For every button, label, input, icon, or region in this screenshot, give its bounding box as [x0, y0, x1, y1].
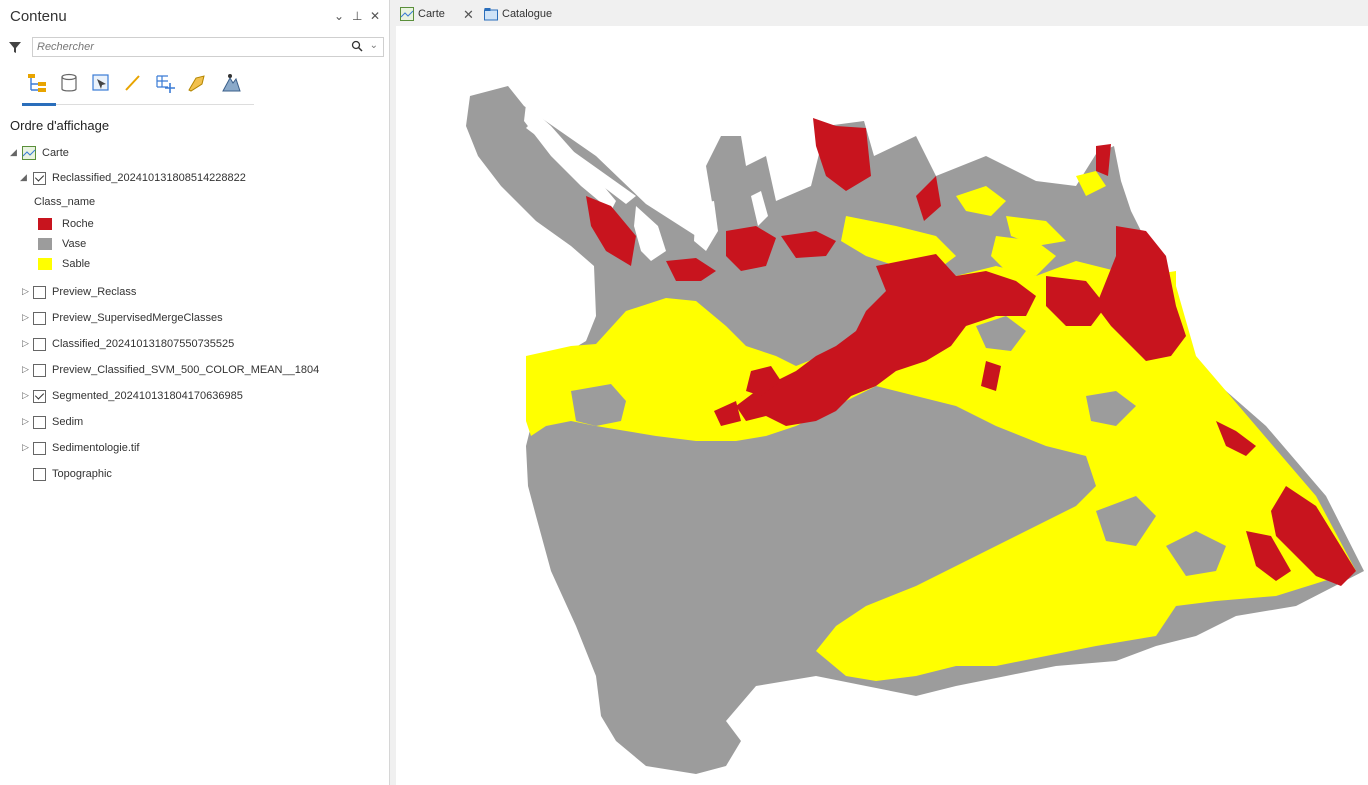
- layer-visibility-checkbox[interactable]: [33, 172, 46, 185]
- close-pane-icon[interactable]: ✕: [370, 9, 381, 23]
- layer-visibility-checkbox[interactable]: [33, 338, 46, 351]
- search-input[interactable]: [37, 39, 327, 55]
- search-row: ⌄: [8, 37, 386, 59]
- pane-title: Contenu: [10, 8, 67, 25]
- catalog-icon: [484, 7, 498, 21]
- expand-arrow-icon[interactable]: ▷: [22, 416, 29, 426]
- expand-arrow-icon[interactable]: ▷: [22, 364, 29, 374]
- editing-icon[interactable]: [122, 72, 144, 94]
- legend-class-roche[interactable]: Roche: [0, 215, 390, 235]
- layer-name: Classified_20241013180755073552​5: [52, 338, 235, 350]
- labeling-icon[interactable]: [186, 72, 208, 94]
- roche-areas: [586, 118, 1356, 586]
- view-tabs: Carte ✕ Catalogue: [396, 6, 1368, 24]
- tab-catalogue[interactable]: Catalogue: [484, 6, 574, 24]
- contents-pane: Contenu ⌄ ⊥ ✕ ⌄: [0, 0, 390, 785]
- map-view[interactable]: [396, 26, 1368, 785]
- legend-class-sable[interactable]: Sable: [0, 255, 390, 275]
- legend-field-name: Class_name: [0, 193, 390, 213]
- roche-swatch[interactable]: [38, 218, 52, 230]
- classified-raster-map[interactable]: [396, 26, 1368, 785]
- background-holes: [524, 104, 768, 261]
- expand-arrow-icon[interactable]: ▷: [22, 338, 29, 348]
- layer-row[interactable]: ▷ Preview_Classified_SVM_500_COLOR_MEAN_…: [0, 361, 390, 381]
- layer-row[interactable]: ▷ Segmented_20241013180417063698​5: [0, 387, 390, 407]
- search-icon[interactable]: [351, 40, 363, 55]
- layer-name: Segmented_20241013180417063698​5: [52, 390, 243, 402]
- layer-name: Preview_SupervisedMergeClasses: [52, 312, 223, 324]
- tab-label: Catalogue: [502, 8, 553, 20]
- layer-visibility-checkbox[interactable]: [33, 442, 46, 455]
- map-icon: [22, 146, 36, 160]
- search-options-chevron-icon[interactable]: ⌄: [369, 40, 378, 51]
- layer-visibility-checkbox[interactable]: [33, 390, 46, 403]
- vase-inlays: [571, 316, 1226, 576]
- layer-visibility-checkbox[interactable]: [33, 364, 46, 377]
- pane-header: Contenu ⌄ ⊥ ✕: [0, 0, 390, 36]
- contents-toolbar: [22, 68, 254, 106]
- data-source-icon[interactable]: [58, 72, 80, 94]
- layer-name: Sedim: [52, 416, 84, 428]
- close-tab-icon[interactable]: ✕: [463, 7, 474, 22]
- layer-row[interactable]: ▷ Preview_Reclass: [0, 283, 390, 303]
- pane-options-dropdown-icon[interactable]: ⌄: [334, 9, 345, 23]
- layer-visibility-checkbox[interactable]: [33, 312, 46, 325]
- class-label: Roche: [62, 218, 94, 230]
- layer-visibility-checkbox[interactable]: [33, 416, 46, 429]
- expand-arrow-icon[interactable]: ▷: [22, 286, 29, 296]
- map-name: Carte: [42, 147, 69, 159]
- layer-row[interactable]: ▷ Preview_SupervisedMergeClasses: [0, 309, 390, 329]
- sable-swatch[interactable]: [38, 258, 52, 270]
- layer-name: Sedimentologie.tif: [52, 442, 140, 454]
- expand-arrow-icon[interactable]: ▷: [22, 312, 29, 322]
- tab-label: Carte: [418, 8, 445, 20]
- expand-arrow-icon[interactable]: ▷: [22, 442, 29, 452]
- legend-class-vase[interactable]: Vase: [0, 235, 390, 255]
- drawing-order-heading: Ordre d'affichage: [10, 118, 110, 133]
- layer-name: Preview_Reclass: [52, 286, 137, 298]
- layer-row-reclassified[interactable]: ◢ Reclassified_20241013180851422882​2: [0, 169, 390, 189]
- layer-row[interactable]: Topographic: [0, 465, 390, 485]
- map-icon: [400, 7, 414, 21]
- active-tab-underline: [22, 103, 56, 106]
- layer-visibility-checkbox[interactable]: [33, 468, 46, 481]
- layer-name: Reclassified_20241013180851422882​2: [52, 172, 246, 184]
- collapse-arrow-icon[interactable]: ◢: [20, 172, 27, 182]
- layer-name: Topographic: [52, 468, 112, 480]
- tab-carte[interactable]: Carte ✕: [400, 6, 478, 24]
- layer-row[interactable]: ▷ Sedimentologie.tif: [0, 439, 390, 459]
- vase-swatch[interactable]: [38, 238, 52, 250]
- selection-icon[interactable]: [90, 72, 112, 94]
- layer-name: Preview_Classified_SVM_500_COLOR_MEAN__1…: [52, 364, 320, 376]
- pin-icon[interactable]: ⊥: [352, 9, 363, 23]
- class-label: Vase: [62, 238, 87, 250]
- collapse-arrow-icon[interactable]: ◢: [10, 147, 17, 157]
- class-label: Sable: [62, 258, 91, 270]
- drawing-order-icon[interactable]: [26, 72, 48, 94]
- class-field-label: Class_name: [34, 196, 96, 208]
- layer-row[interactable]: ▷ Sedim: [0, 413, 390, 433]
- charts-icon[interactable]: [220, 72, 242, 94]
- snapping-icon[interactable]: [154, 72, 176, 94]
- expand-arrow-icon[interactable]: ▷: [22, 390, 29, 400]
- filter-icon[interactable]: [8, 40, 22, 54]
- layer-visibility-checkbox[interactable]: [33, 286, 46, 299]
- tree-map-node[interactable]: ◢ Carte: [0, 144, 390, 164]
- search-box: ⌄: [32, 37, 384, 57]
- layer-row[interactable]: ▷ Classified_20241013180755073552​5: [0, 335, 390, 355]
